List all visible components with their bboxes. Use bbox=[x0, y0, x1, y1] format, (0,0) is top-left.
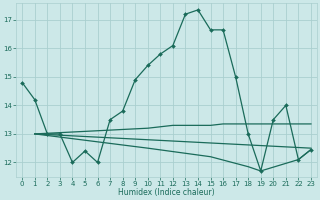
X-axis label: Humidex (Indice chaleur): Humidex (Indice chaleur) bbox=[118, 188, 215, 197]
